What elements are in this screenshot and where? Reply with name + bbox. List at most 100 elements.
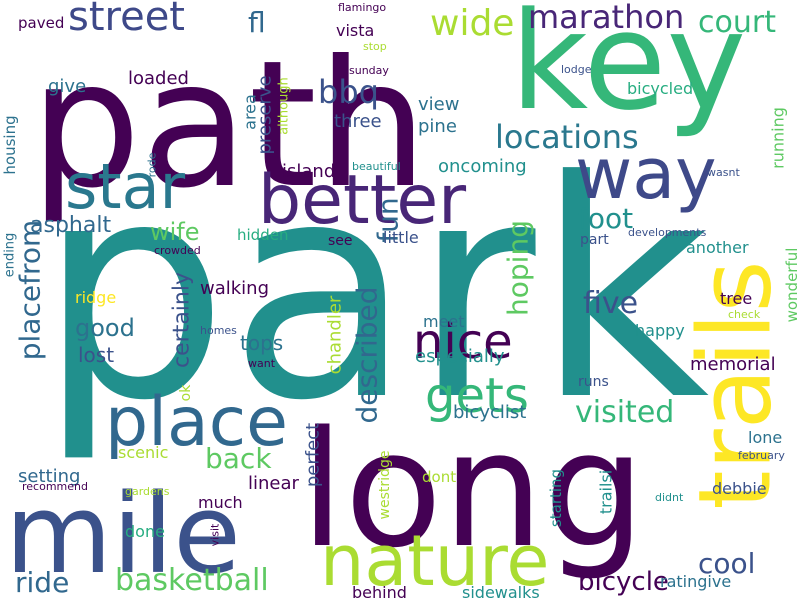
word-perfect: perfect (303, 423, 324, 487)
word-ending: ending (3, 233, 18, 278)
word-locations: locations (495, 118, 639, 156)
word-check: check (728, 308, 761, 321)
word-nice: nice (413, 314, 513, 370)
word-runs: runs (578, 374, 609, 390)
word-developments: developments (628, 226, 707, 239)
word-part: part (580, 232, 609, 248)
word-foot: foot (578, 202, 633, 235)
word-visit: visit (209, 523, 222, 546)
word-wide: wide (430, 3, 514, 44)
word-walking: walking (200, 278, 269, 299)
word-basketball: basketball (115, 563, 269, 598)
word-wasnt: wasnt (707, 166, 740, 179)
word-hidden: hidden (237, 226, 288, 244)
word-wonderful: wonderful (783, 248, 800, 323)
word-asphalt: asphalt (30, 213, 111, 238)
word-paved: paved (18, 14, 64, 32)
word-running: running (769, 107, 788, 169)
word-path: path (30, 24, 428, 227)
word-marathon: marathon (528, 0, 684, 36)
word-scenic: scenic (118, 443, 168, 462)
word-didnt: didnt (655, 491, 684, 504)
word-back: back (205, 442, 272, 475)
word-street: street (68, 0, 185, 40)
word-homes: homes (200, 324, 237, 337)
word-star: star (65, 150, 186, 223)
word-key: key (510, 0, 746, 140)
word-especially: especially (415, 346, 505, 367)
word-february: february (738, 449, 785, 462)
word-lost: lost (78, 343, 114, 367)
word-trailsi: trailsi (597, 470, 616, 514)
word-tree: tree (720, 289, 752, 308)
word-westridge: westridge (377, 451, 393, 520)
word-stop: stop (363, 40, 387, 53)
word-three: three (334, 111, 382, 132)
word-pine: pine (418, 116, 457, 137)
word-fl: fl (248, 6, 266, 39)
word-ok: ok (178, 384, 194, 402)
word-island: island (282, 161, 335, 182)
word-five: five (583, 286, 638, 321)
word-view: view (418, 94, 459, 115)
word-beautiful: beautiful (352, 160, 401, 173)
word-lodge: lodge (561, 63, 592, 76)
word-see: see (328, 233, 353, 249)
word-ratingive: ratingive (660, 572, 731, 591)
word-good: good (75, 314, 135, 342)
word-setting: setting (18, 466, 80, 487)
word-certainly: certainly (170, 272, 195, 368)
word-flamingo: flamingo (338, 1, 386, 14)
word-vista: vista (336, 21, 374, 40)
word-visited: visited (575, 395, 674, 430)
word-although: although (277, 77, 292, 135)
word-behind: behind (352, 583, 407, 600)
word-trails: trails (677, 260, 794, 509)
word-loaded: loaded (128, 68, 189, 89)
word-park: park (38, 117, 709, 466)
word-rode: rode (146, 152, 159, 177)
word-sidewalks: sidewalks (462, 583, 540, 600)
word-described: described (351, 286, 384, 423)
word-bicycle: bicycle (578, 567, 669, 597)
word-bicycled: bicycled (627, 79, 693, 98)
word-long: long (300, 396, 645, 583)
word-way: way (575, 133, 717, 215)
word-ride: ride (15, 566, 69, 599)
word-much: much (198, 493, 243, 512)
word-done: done (125, 522, 165, 541)
word-give: give (48, 76, 86, 97)
word-ridge: ridge (75, 288, 116, 307)
word-linear: linear (248, 473, 300, 494)
word-preserve: preserve (255, 75, 276, 154)
word-meet: meet (423, 312, 465, 331)
word-fun: fun (372, 197, 405, 242)
word-housing: housing (1, 115, 19, 174)
word-lone: lone (748, 428, 782, 447)
word-better: better (258, 161, 466, 240)
word-nature: nature (320, 520, 549, 600)
word-crowded: crowded (154, 244, 201, 257)
word-dont: dont (422, 468, 456, 486)
word-hoping: hoping (502, 220, 535, 316)
word-area: area (241, 94, 260, 130)
word-chandler: chandler (325, 295, 346, 374)
word-bicyclist: bicyclist (453, 402, 526, 423)
word-oncoming: oncoming (438, 156, 527, 177)
word-tops: tops (240, 331, 283, 355)
word-place: place (105, 383, 288, 462)
word-gets: gets (425, 368, 529, 424)
word-debbie: debbie (712, 479, 767, 498)
word-gardens: gardens (125, 485, 170, 498)
word-sunday: sunday (349, 64, 389, 77)
word-placefrom: placefrom (14, 220, 47, 361)
word-want: want (248, 357, 276, 370)
word-starting: starting (547, 469, 565, 527)
word-mile: mile (5, 470, 241, 598)
word-little: little (383, 228, 419, 247)
word-cool: cool (698, 547, 755, 580)
word-another: another (686, 238, 749, 257)
word-recommend: recommend (22, 480, 88, 493)
